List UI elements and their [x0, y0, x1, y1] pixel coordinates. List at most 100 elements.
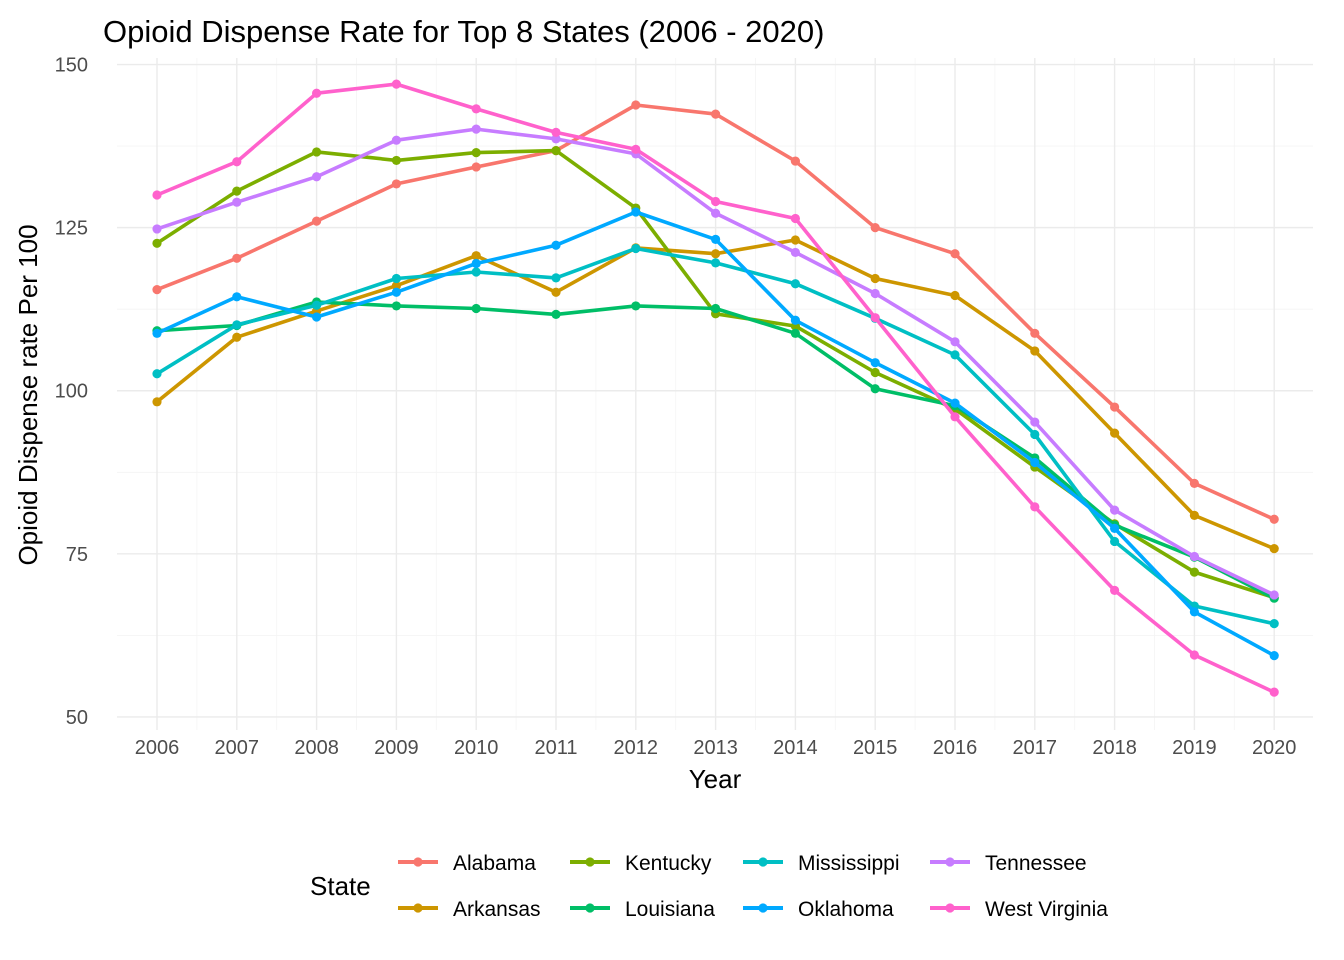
series-tennessee: [152, 124, 1279, 600]
legend-title: State: [310, 871, 371, 901]
legend: State Alabama Arkansas Kentucky Louisiana Mi…: [310, 852, 1108, 921]
x-tick-label: 2007: [215, 737, 260, 759]
data-point-oklahoma: [152, 328, 162, 338]
x-tick-label: 2011: [534, 737, 577, 759]
data-point-kentucky: [551, 146, 561, 156]
data-point-oklahoma: [1189, 607, 1199, 617]
data-point-arkansas: [152, 397, 162, 407]
data-point-louisiana: [631, 301, 641, 311]
legend-label: Mississippi: [798, 852, 900, 875]
data-point-kentucky: [391, 155, 401, 166]
data-point-west-virginia: [631, 144, 641, 154]
x-tick-label: 2012: [614, 737, 659, 759]
legend-item-oklahoma: Oklahoma: [743, 898, 894, 921]
data-point-alabama: [1030, 328, 1040, 338]
data-point-kentucky: [870, 367, 880, 378]
x-tick-label: 2016: [933, 737, 978, 759]
data-point-tennessee: [790, 247, 801, 258]
x-tick-label: 2013: [693, 737, 738, 759]
legend-label: Tennessee: [985, 852, 1087, 875]
x-tick-label: 2015: [853, 737, 898, 759]
data-point-alabama: [391, 179, 401, 189]
legend-label: Arkansas: [453, 898, 541, 921]
data-point-louisiana: [391, 301, 401, 311]
data-point-louisiana: [790, 328, 801, 338]
y-tick-label: 50: [66, 707, 88, 729]
x-axis-tick-labels: 2006 2007 2008 2009 2010 2011 2012 2013 2014 2015…: [135, 737, 1297, 759]
data-point-kentucky: [152, 238, 162, 248]
data-point-tennessee: [551, 134, 561, 144]
data-point-west-virginia: [870, 313, 880, 323]
legend-item-arkansas: Arkansas: [398, 898, 541, 921]
data-point-west-virginia: [391, 79, 401, 89]
data-point-tennessee: [711, 208, 721, 218]
data-point-tennessee: [152, 224, 162, 234]
data-point-mississippi: [551, 273, 561, 283]
data-point-oklahoma: [711, 234, 721, 244]
data-point-oklahoma: [391, 287, 401, 297]
data-point-mississippi: [711, 258, 721, 268]
data-point-mississippi: [1030, 429, 1040, 440]
data-point-arkansas: [870, 273, 880, 284]
data-point-alabama: [152, 285, 162, 295]
x-tick-label: 2019: [1172, 737, 1217, 759]
data-point-oklahoma: [471, 258, 481, 269]
data-point-arkansas: [551, 287, 561, 297]
data-point-west-virginia: [790, 213, 801, 224]
data-point-tennessee: [471, 124, 481, 134]
x-tick-label: 2008: [294, 737, 339, 759]
data-point-alabama: [631, 100, 641, 110]
legend-item-west-virginia: West Virginia: [930, 898, 1108, 921]
data-point-west-virginia: [312, 88, 322, 98]
legend-key-point: [945, 857, 955, 867]
series-oklahoma: [152, 207, 1279, 661]
y-axis-title: Opioid Dispense rate Per 100: [13, 224, 43, 565]
data-point-oklahoma: [950, 398, 960, 408]
data-point-arkansas: [1189, 510, 1199, 520]
data-point-mississippi: [1269, 619, 1279, 629]
data-point-louisiana: [711, 303, 721, 314]
data-point-kentucky: [232, 186, 242, 196]
legend-item-alabama: Alabama: [398, 852, 536, 875]
chart-title: Opioid Dispense Rate for Top 8 States (2…: [103, 14, 824, 49]
data-point-oklahoma: [232, 292, 242, 302]
x-axis-title: Year: [689, 764, 742, 794]
data-point-oklahoma: [870, 358, 880, 368]
data-point-mississippi: [232, 320, 242, 330]
data-point-tennessee: [950, 337, 960, 347]
data-point-tennessee: [312, 172, 322, 182]
legend-item-tennessee: Tennessee: [930, 852, 1087, 875]
data-point-louisiana: [551, 309, 561, 320]
legend-key-point: [758, 903, 768, 913]
legend-key-point: [413, 903, 423, 913]
legend-label: Alabama: [453, 852, 536, 875]
legend-item-louisiana: Louisiana: [570, 898, 715, 921]
data-point-tennessee: [1110, 505, 1120, 515]
legend-key-point: [945, 903, 955, 913]
data-point-mississippi: [1110, 536, 1120, 547]
data-point-oklahoma: [1269, 651, 1279, 661]
legend-item-mississippi: Mississippi: [743, 852, 900, 875]
data-point-alabama: [950, 249, 960, 259]
data-point-mississippi: [391, 273, 401, 284]
legend-item-kentucky: Kentucky: [570, 852, 712, 875]
x-tick-label: 2020: [1252, 737, 1297, 759]
data-point-alabama: [1189, 478, 1199, 488]
data-point-alabama: [711, 109, 721, 119]
data-point-alabama: [1110, 402, 1120, 412]
data-point-west-virginia: [1030, 502, 1040, 512]
x-tick-label: 2010: [454, 737, 499, 759]
data-point-tennessee: [1189, 551, 1199, 562]
data-point-mississippi: [471, 267, 481, 277]
data-point-mississippi: [631, 243, 641, 254]
legend-items: Alabama Arkansas Kentucky Louisiana Mississi…: [398, 852, 1108, 921]
data-point-tennessee: [870, 288, 880, 299]
data-point-alabama: [790, 156, 801, 166]
data-point-alabama: [870, 223, 880, 233]
data-point-tennessee: [1269, 590, 1279, 600]
data-point-west-virginia: [232, 157, 242, 167]
x-tick-label: 2014: [773, 737, 818, 759]
data-point-alabama: [471, 162, 481, 172]
data-point-arkansas: [790, 235, 801, 245]
x-tick-label: 2009: [374, 737, 419, 759]
